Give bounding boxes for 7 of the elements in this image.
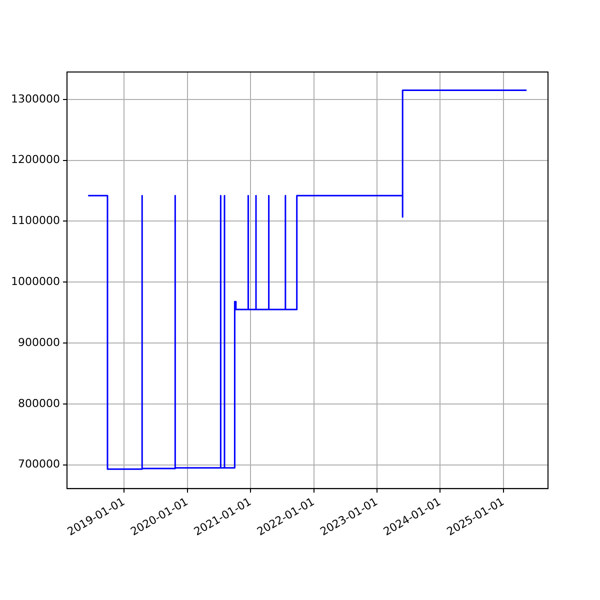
y-tick-label: 1300000 [10,92,60,106]
y-tick-label: 800000 [18,396,60,410]
y-tick-label: 700000 [18,458,60,471]
y-tick-label: 1100000 [10,214,60,228]
y-tick-label: 1000000 [10,274,60,288]
y-tick-label: 900000 [18,336,60,349]
y-tick-label: 1200000 [10,153,60,166]
